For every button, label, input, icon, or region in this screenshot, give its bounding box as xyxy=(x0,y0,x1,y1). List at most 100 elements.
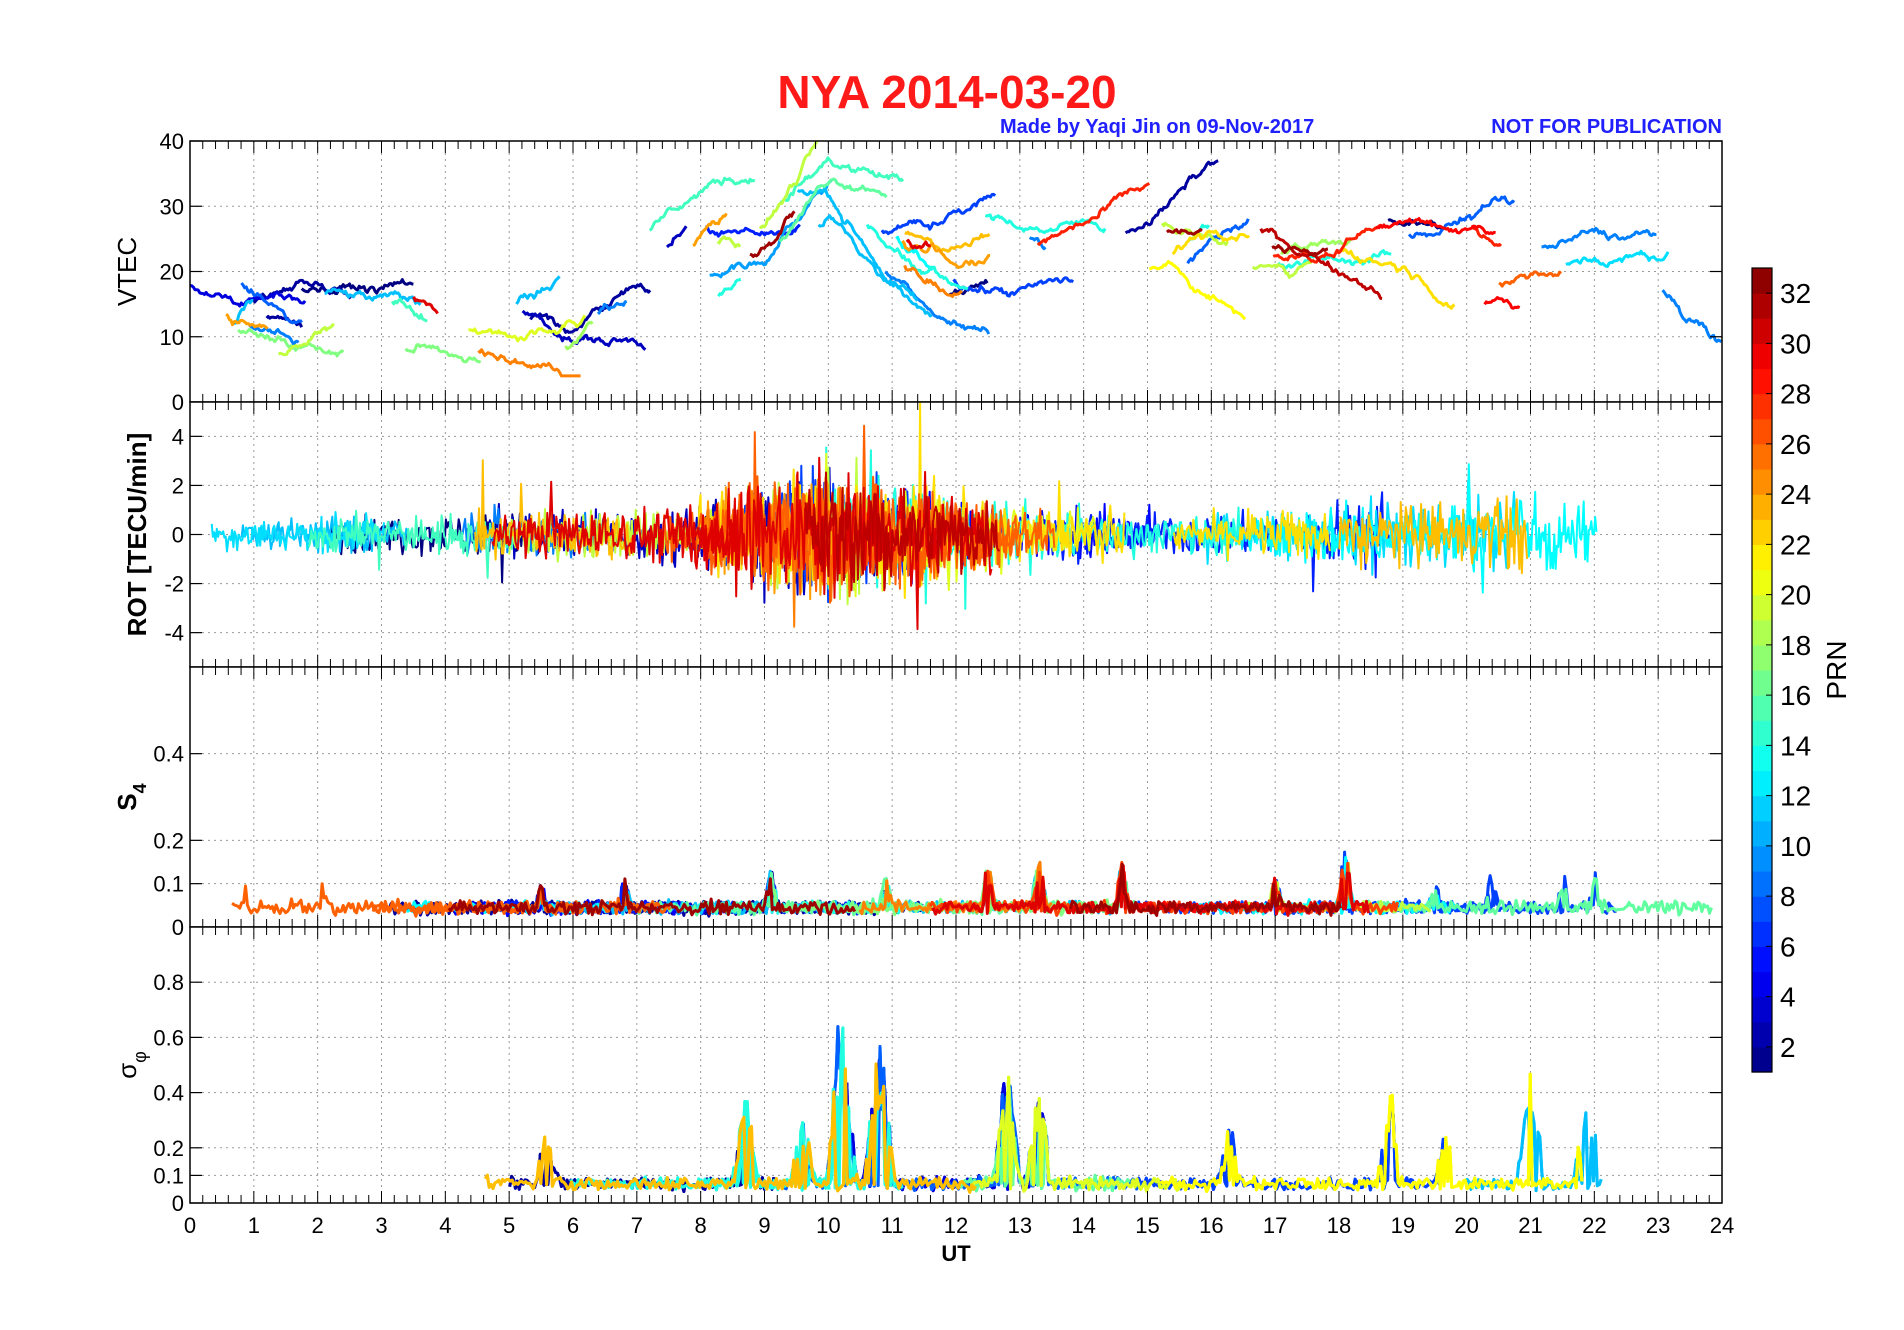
colorbar-tick-label: 8 xyxy=(1780,881,1796,912)
prn-trace xyxy=(1407,195,1516,239)
prn-trace xyxy=(491,480,740,567)
prn-trace xyxy=(817,214,933,318)
x-tick-label: 11 xyxy=(881,1213,904,1238)
prn-trace xyxy=(1165,228,1203,236)
prn-trace xyxy=(1171,229,1251,256)
x-tick-label: 21 xyxy=(1518,1213,1542,1238)
x-tick-label: 0 xyxy=(184,1213,196,1238)
colorbar-segment xyxy=(1752,443,1772,470)
y-tick-label: 30 xyxy=(160,194,184,219)
prn-trace xyxy=(880,192,997,236)
y-tick-label: 2 xyxy=(172,473,184,498)
traces-vtec xyxy=(190,141,1722,378)
prn-trace xyxy=(564,320,594,351)
colorbar-segment xyxy=(1752,268,1772,294)
prn-trace xyxy=(1565,249,1670,268)
grid-s4 xyxy=(190,667,1722,927)
x-tick-label: 3 xyxy=(375,1213,387,1238)
traces-rot xyxy=(210,402,1598,631)
prn-trace xyxy=(952,276,1075,298)
colorbar-tick-label: 10 xyxy=(1780,831,1811,862)
prn-trace xyxy=(277,323,335,357)
colorbar-segment xyxy=(1752,871,1772,897)
prn-trace xyxy=(1186,218,1250,265)
xticks-sigma_phi xyxy=(189,927,1723,1203)
prn-trace xyxy=(1028,236,1047,251)
prn-trace xyxy=(1470,224,1503,248)
prn-trace xyxy=(1463,1106,1603,1193)
y-tick-label: -2 xyxy=(164,572,184,597)
prn-trace xyxy=(778,177,888,243)
panel-rot: -4 -2 0 2 4 ROT [TECU/min] xyxy=(122,401,1723,668)
y-axis-label-vtec: VTEC xyxy=(112,237,142,306)
prn-trace xyxy=(521,309,647,351)
colorbar-tick-label: 18 xyxy=(1780,630,1811,661)
prn-trace xyxy=(884,270,991,335)
x-tick-label: 15 xyxy=(1135,1213,1159,1238)
colorbar-segment xyxy=(1752,469,1772,495)
credit-note: Made by Yaqi Jin on 09-Nov-2017 xyxy=(1000,116,1314,138)
prn-trace xyxy=(324,287,422,306)
prn-trace xyxy=(515,275,561,305)
yticks-sigma_phi: 0 0.10.2 0.4 0.6 0.8 xyxy=(153,970,1722,1216)
y-tick-label: 0.1 xyxy=(153,1163,184,1188)
x-tick-label: 22 xyxy=(1582,1213,1606,1238)
prn-trace xyxy=(1276,249,1392,270)
prn-trace xyxy=(447,877,857,917)
prn-trace xyxy=(758,141,819,229)
x-tick-label: 7 xyxy=(631,1213,643,1238)
x-tick-label: 4 xyxy=(439,1213,451,1238)
x-tick-label: 20 xyxy=(1454,1213,1478,1238)
x-tick-label: 17 xyxy=(1263,1213,1287,1238)
colorbar-segment xyxy=(1752,519,1772,545)
y-axis-label-s4: S4 xyxy=(112,783,150,810)
x-tick-label: 23 xyxy=(1646,1213,1670,1238)
colorbar-segment xyxy=(1752,745,1772,772)
yticks-rot: -4 -2 0 2 4 xyxy=(164,424,1722,646)
prn-trace xyxy=(404,343,482,364)
colorbar-tick-label: 6 xyxy=(1780,931,1796,962)
prn-trace xyxy=(901,239,991,269)
colorbar-segment xyxy=(1752,343,1772,370)
prn-trace xyxy=(1340,247,1456,310)
prn-trace xyxy=(1338,495,1529,575)
y-axis-label-rot: ROT [TECU/min] xyxy=(122,433,152,637)
prn-trace xyxy=(300,278,414,296)
prn-trace xyxy=(508,1108,776,1193)
colorbar-segment xyxy=(1752,544,1772,571)
prn-trace xyxy=(1069,862,1342,917)
x-tick-label: 18 xyxy=(1327,1213,1351,1238)
colorbar-tick-label: 24 xyxy=(1780,479,1811,510)
prn-trace xyxy=(477,348,581,378)
colorbar-segment xyxy=(1752,393,1772,420)
x-tick-label: 16 xyxy=(1199,1213,1223,1238)
xticks-vtec xyxy=(189,141,1723,402)
y-tick-label: 0 xyxy=(172,915,184,940)
prn-trace xyxy=(225,313,269,330)
y-tick-label: 0 xyxy=(172,1191,184,1216)
colorbar-segment xyxy=(1752,896,1772,922)
prn-trace xyxy=(717,277,742,298)
prn-trace xyxy=(865,223,969,291)
prn-trace xyxy=(1498,270,1563,288)
x-tick-label: 13 xyxy=(1008,1213,1032,1238)
x-tick-label: 1 xyxy=(248,1213,260,1238)
x-tick-label: 5 xyxy=(503,1213,515,1238)
colorbar-segment xyxy=(1752,594,1772,621)
x-tick-label: 24 xyxy=(1710,1213,1734,1238)
y-tick-label: 10 xyxy=(160,325,184,350)
colorbar-segment xyxy=(1752,946,1772,973)
colorbar-tick-label: 12 xyxy=(1780,781,1811,812)
prn-trace xyxy=(1251,260,1313,279)
prn-trace xyxy=(905,239,931,250)
colorbar-label: PRN xyxy=(1821,640,1852,699)
prn-trace xyxy=(796,186,919,302)
prn-trace xyxy=(692,212,728,248)
colorbar-segment xyxy=(1752,670,1772,696)
colorbar-segment xyxy=(1752,971,1772,998)
colorbar-segment xyxy=(1752,770,1772,797)
y-tick-label: 0.8 xyxy=(153,970,184,995)
colorbar-tick-label: 32 xyxy=(1780,278,1811,309)
